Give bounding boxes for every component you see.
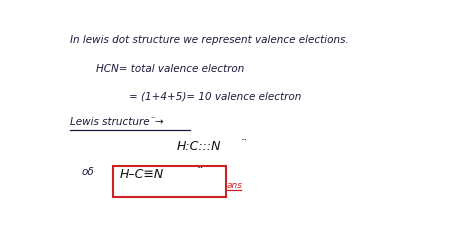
Text: ans: ans — [227, 181, 242, 190]
Text: HCN= total valence electron: HCN= total valence electron — [96, 64, 245, 74]
Text: Lewis structure¨→: Lewis structure¨→ — [70, 117, 164, 127]
Text: H–C≡N: H–C≡N — [120, 168, 164, 181]
Text: = (1+4+5)= 10 valence electron: = (1+4+5)= 10 valence electron — [129, 91, 301, 102]
Text: ¨: ¨ — [197, 166, 203, 179]
Text: ¨: ¨ — [241, 138, 247, 151]
Text: oδ: oδ — [82, 167, 94, 177]
Text: In lewis dot structure we represent valence elections.: In lewis dot structure we represent vale… — [70, 35, 349, 45]
Text: H:C:::N: H:C:::N — [177, 140, 221, 153]
Bar — [112, 166, 227, 197]
